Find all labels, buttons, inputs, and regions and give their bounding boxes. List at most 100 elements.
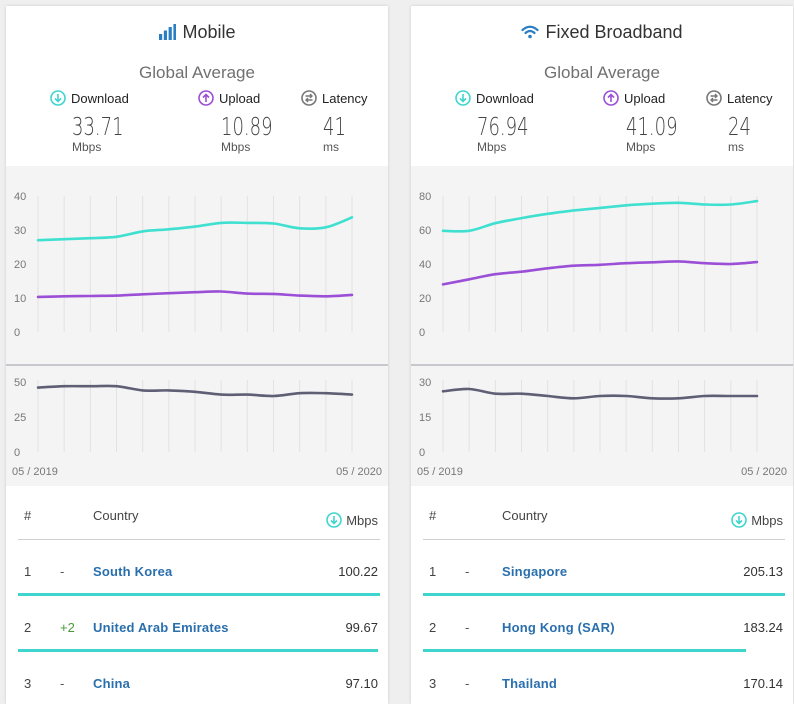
rank-change-cell: -: [465, 620, 470, 635]
country-link[interactable]: United Arab Emirates: [93, 620, 229, 635]
download-value: 33.71: [72, 112, 124, 141]
country-header: Country: [502, 508, 548, 523]
speed-value-cell: 170.14: [743, 676, 783, 691]
latency-value: 41: [323, 112, 346, 141]
chart-svg: 0 20 40 60 80 0 15 30 05 / 2019 05 / 2020: [411, 191, 793, 478]
x-start-label: 05 / 2019: [417, 466, 463, 478]
mbps-header: Mbps: [326, 512, 378, 528]
upload-series-line: [36, 290, 354, 299]
y-tick-label: 50: [14, 377, 26, 389]
upload-metric: Upload 41.09 Mbps: [603, 90, 698, 154]
speed-bar: [423, 593, 785, 596]
latency-unit: ms: [728, 140, 744, 154]
mobile-panel: Mobile Global Average Download 33.71 Mbp…: [6, 6, 388, 704]
latency-icon: [301, 90, 317, 106]
rank-change-cell: -: [60, 564, 65, 579]
panel-title-text: Mobile: [182, 21, 236, 42]
y-tick-label: 0: [419, 447, 425, 459]
country-link[interactable]: Thailand: [502, 676, 558, 691]
y-tick-label: 40: [14, 191, 26, 203]
y-tick-label: 80: [419, 191, 431, 203]
mbps-header-text: Mbps: [751, 512, 783, 528]
rank-header: #: [24, 508, 32, 523]
x-start-label: 05 / 2019: [12, 466, 58, 478]
table-row: 3 - Thailand 170.14: [423, 652, 785, 704]
upload-value: 10.89: [221, 112, 273, 141]
latency-icon: [706, 90, 722, 106]
rank-change-cell: +2: [60, 620, 75, 635]
table-row: 3 - China 97.10: [18, 652, 380, 704]
download-label: Download: [476, 90, 534, 106]
rank-cell: 1: [429, 564, 437, 579]
speed-bar: [18, 649, 378, 652]
latency-unit: ms: [323, 140, 339, 154]
country-link[interactable]: Singapore: [502, 564, 568, 579]
chart-svg: 0 10 20 30 40 0 25 50 05 / 2019 05 / 2020: [6, 191, 388, 478]
country-link[interactable]: Hong Kong (SAR): [502, 620, 615, 635]
rank-change-cell: -: [465, 676, 470, 691]
speed-value-cell: 205.13: [743, 564, 783, 579]
rank-header: #: [429, 508, 437, 523]
latency-metric: Latency 24 ms: [706, 90, 773, 154]
rank-change-cell: -: [60, 676, 65, 691]
latency-value: 24: [728, 112, 751, 141]
rank-cell: 3: [429, 676, 437, 691]
speed-bar: [423, 649, 747, 652]
latency-metric: Latency 41 ms: [301, 90, 368, 154]
y-tick-label: 40: [419, 259, 431, 271]
country-link[interactable]: South Korea: [93, 564, 173, 579]
download-unit: Mbps: [72, 140, 102, 154]
upload-unit: Mbps: [626, 140, 656, 154]
y-tick-label: 20: [14, 259, 26, 271]
speed-latency-chart: 0 10 20 30 40 0 25 50 05 / 2019 05 / 2020: [6, 166, 388, 486]
speed-value-cell: 99.67: [345, 620, 378, 635]
table-row: 1 - Singapore 205.13: [423, 540, 785, 596]
y-tick-label: 25: [14, 412, 26, 424]
y-tick-label: 60: [419, 225, 431, 237]
wifi-icon: [521, 25, 540, 39]
country-header: Country: [93, 508, 139, 523]
rank-cell: 1: [24, 564, 32, 579]
y-tick-label: 0: [14, 327, 20, 339]
download-unit: Mbps: [477, 140, 507, 154]
y-tick-label: 20: [419, 293, 431, 305]
mbps-header-text: Mbps: [346, 512, 378, 528]
mbps-header: Mbps: [731, 512, 783, 528]
global-average-heading: Global Average: [139, 63, 255, 82]
download-metric: Download 76.94 Mbps: [455, 90, 549, 154]
latency-label: Latency: [322, 90, 368, 106]
speed-bar: [18, 593, 380, 596]
upload-value: 41.09: [626, 112, 678, 141]
rank-cell: 2: [429, 620, 437, 635]
upload-arrow-icon: [603, 90, 619, 106]
latency-label: Latency: [727, 90, 773, 106]
upload-label: Upload: [624, 90, 666, 106]
speed-value-cell: 183.24: [743, 620, 783, 635]
table-row: 2 +2 United Arab Emirates 99.67: [18, 596, 380, 652]
panel-title: Mobile: [6, 20, 388, 44]
rank-cell: 3: [24, 676, 32, 691]
ranking-table: # Country Mbps 1 - South Korea 100.22 2 +2 Uni…: [18, 486, 380, 704]
panel-title: Fixed Broadband: [411, 20, 793, 44]
y-tick-label: 30: [14, 225, 26, 237]
y-tick-label: 30: [419, 377, 431, 389]
table-header: # Country Mbps: [423, 486, 785, 540]
country-link[interactable]: China: [93, 676, 131, 691]
download-arrow-icon: [50, 90, 66, 106]
signal-bars-icon: [159, 24, 177, 40]
upload-label: Upload: [219, 90, 261, 106]
x-end-label: 05 / 2020: [741, 466, 787, 478]
table-rows: 1 - South Korea 100.22 2 +2 United Arab Emirat…: [18, 540, 380, 704]
upload-unit: Mbps: [221, 140, 251, 154]
y-tick-label: 0: [419, 327, 425, 339]
speed-value-cell: 97.10: [345, 676, 378, 691]
upload-arrow-icon: [198, 90, 214, 106]
y-tick-label: 15: [419, 412, 431, 424]
y-tick-label: 0: [14, 447, 20, 459]
download-metric: Download 33.71 Mbps: [50, 90, 144, 154]
speed-latency-chart: 0 20 40 60 80 0 15 30 05 / 2019 05 / 2020: [411, 166, 793, 486]
ranking-table: # Country Mbps 1 - Singapore 205.13 2 - Hong K…: [423, 486, 785, 704]
rank-cell: 2: [24, 620, 32, 635]
table-header: # Country Mbps: [18, 486, 380, 540]
rank-change-cell: -: [465, 564, 470, 579]
